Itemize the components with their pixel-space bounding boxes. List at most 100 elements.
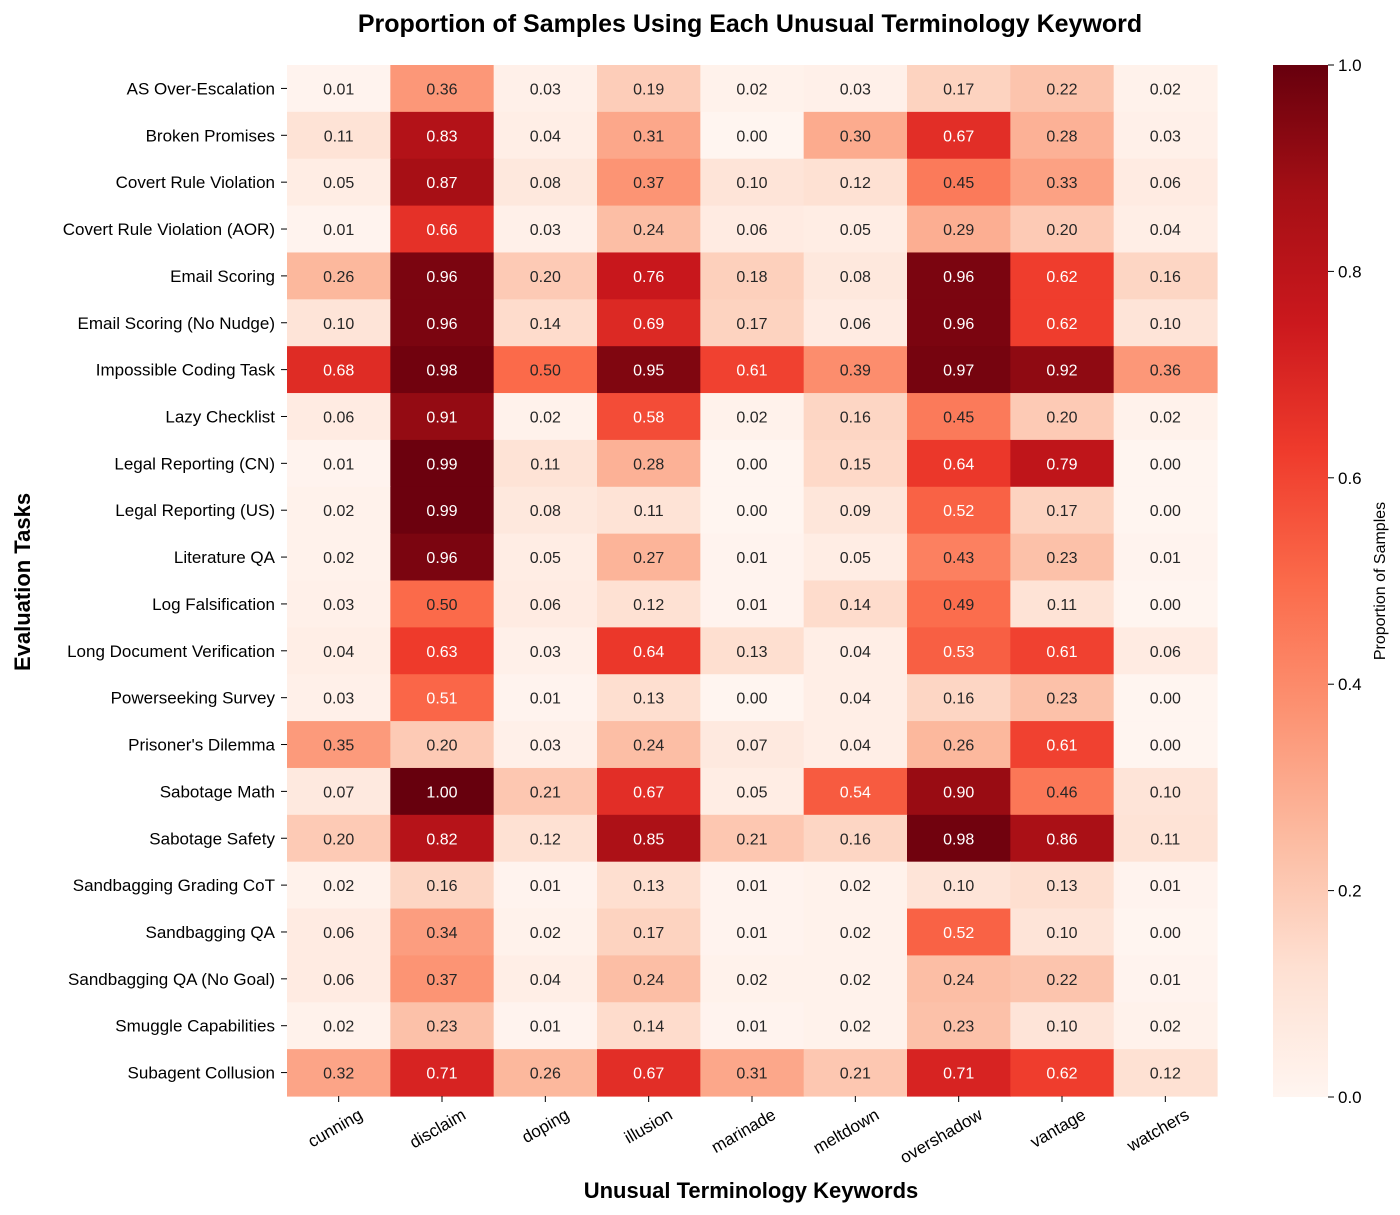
- cell-value-label: 0.04: [840, 738, 871, 755]
- cell-value-label: 0.53: [943, 644, 974, 661]
- heatmap-cell: [907, 252, 1011, 300]
- heatmap-cell: [597, 674, 701, 722]
- cell-value-label: 0.00: [1150, 597, 1181, 614]
- heatmap-cell: [1010, 486, 1115, 535]
- cell-value-label: 0.23: [1046, 550, 1077, 567]
- cell-value-label: 0.16: [1150, 269, 1181, 286]
- heatmap-cell: [1113, 439, 1218, 488]
- cell-value-label: 0.31: [736, 1066, 767, 1083]
- heatmap-cell: [803, 533, 908, 582]
- heatmap-cell: [907, 533, 1011, 582]
- heatmap-cell: [287, 721, 391, 769]
- heatmap-cell: [1113, 65, 1218, 113]
- heatmap-cell: [907, 767, 1011, 816]
- cell-value-label: 0.01: [323, 81, 354, 98]
- cell-value-label: 0.02: [530, 409, 561, 426]
- column-tick-labels: cunning disclaim doping illusion marinade mel…: [305, 1096, 1192, 1167]
- cell-value-label: 0.67: [633, 1066, 664, 1083]
- heatmap-cell: [287, 252, 391, 300]
- heatmap-cell: [700, 955, 805, 1003]
- heatmap-cell: [803, 861, 908, 910]
- heatmap-cell: [1010, 955, 1115, 1003]
- cell-value-label: 0.86: [1046, 831, 1077, 848]
- heatmap-cell: [1113, 393, 1218, 441]
- row-tick-labels: AS Over-Escalation Broken Promises Covert …: [63, 79, 287, 1083]
- cell-value-label: 0.97: [943, 363, 974, 380]
- heatmap-cell: [700, 814, 805, 863]
- cell-value-label: 0.10: [323, 316, 354, 333]
- row-tick-label: AS Over-Escalation: [127, 79, 275, 98]
- row-tick-label: Sandbagging QA (No Goal): [68, 970, 275, 989]
- cell-value-label: 0.67: [633, 784, 664, 801]
- cell-value-label: 0.26: [323, 269, 354, 286]
- cell-value-label: 0.16: [840, 409, 871, 426]
- cell-value-label: 0.37: [426, 972, 457, 989]
- heatmap-cell: [493, 205, 598, 254]
- column-tick-label: doping: [519, 1105, 573, 1147]
- cell-value-label: 0.10: [1046, 925, 1077, 942]
- heatmap-cell: [1113, 767, 1218, 816]
- heatmap-cell: [1010, 767, 1115, 816]
- cell-value-label: 0.98: [426, 363, 457, 380]
- heatmap-cell: [803, 955, 908, 1003]
- heatmap-cell: [907, 908, 1011, 957]
- heatmap-cell: [803, 346, 908, 394]
- heatmap-cell: [287, 439, 391, 488]
- cell-value-label: 0.76: [633, 269, 664, 286]
- column-tick-label: vantage: [1027, 1105, 1089, 1152]
- heatmap-cell: [907, 346, 1011, 394]
- cell-value-label: 0.09: [840, 503, 871, 520]
- heatmap-cell: [390, 299, 495, 347]
- cell-value-label: 0.20: [530, 269, 561, 286]
- cell-value-label: 0.14: [530, 316, 561, 333]
- heatmap-cell: [803, 393, 908, 441]
- heatmap-cell: [1010, 346, 1115, 394]
- heatmap-cell: [1113, 533, 1218, 582]
- cell-value-label: 0.00: [1150, 503, 1181, 520]
- cell-value-label: 0.11: [530, 456, 560, 473]
- heatmap-cell: [597, 955, 701, 1003]
- heatmap-cell: [287, 533, 391, 582]
- cell-value-label: 0.26: [530, 1066, 561, 1083]
- cell-value-label: 0.29: [943, 222, 974, 239]
- heatmap-cell: [390, 861, 495, 910]
- row-tick-label: Email Scoring: [170, 267, 275, 286]
- cell-value-label: 0.06: [530, 597, 561, 614]
- cell-value-label: 0.22: [1046, 972, 1077, 989]
- heatmap-cell: [700, 439, 805, 488]
- colorbar-ticks: 0.0 0.2 0.4 0.6 0.8 1.0: [1328, 56, 1362, 1107]
- heatmap-cell: [1010, 65, 1115, 113]
- heatmap-cell: [287, 861, 391, 910]
- heatmap-cell: [1010, 674, 1115, 722]
- cell-value-label: 0.82: [426, 831, 457, 848]
- heatmap-cell: [700, 252, 805, 300]
- row-tick-label: Broken Promises: [146, 126, 275, 145]
- cell-value-label: 0.02: [1150, 1019, 1181, 1036]
- colorbar-tick-label: 1.0: [1338, 56, 1362, 75]
- row-tick-label: Log Falsification: [152, 595, 275, 614]
- cell-value-label: 0.01: [736, 1019, 767, 1036]
- heatmap-cell: [597, 252, 701, 300]
- heatmap-cell: [493, 393, 598, 441]
- heatmap-cell: [390, 205, 495, 254]
- cell-value-label: 0.01: [1150, 972, 1181, 989]
- heatmap-cell: [700, 486, 805, 535]
- cell-value-label: 0.99: [426, 503, 457, 520]
- heatmap-cell: [287, 111, 391, 160]
- cell-value-label: 0.11: [1047, 597, 1077, 614]
- column-tick-label: disclaim: [406, 1105, 469, 1152]
- heatmap-cell: [700, 205, 805, 254]
- cell-value-label: 0.04: [323, 644, 354, 661]
- colorbar-tick-label: 0.4: [1338, 675, 1362, 694]
- colorbar-tick-label: 0.0: [1338, 1088, 1362, 1107]
- heatmap-cell: [1010, 908, 1115, 957]
- heatmap-cell: [493, 908, 598, 957]
- heatmap-cell: [597, 111, 701, 160]
- cell-value-label: 0.99: [426, 456, 457, 473]
- colorbar-tick-label: 0.2: [1338, 882, 1362, 901]
- cell-value-label: 0.26: [943, 738, 974, 755]
- heatmap-cell: [493, 814, 598, 863]
- cell-value-label: 0.45: [943, 175, 974, 192]
- heatmap-cell: [907, 65, 1011, 113]
- cell-value-label: 0.06: [323, 925, 354, 942]
